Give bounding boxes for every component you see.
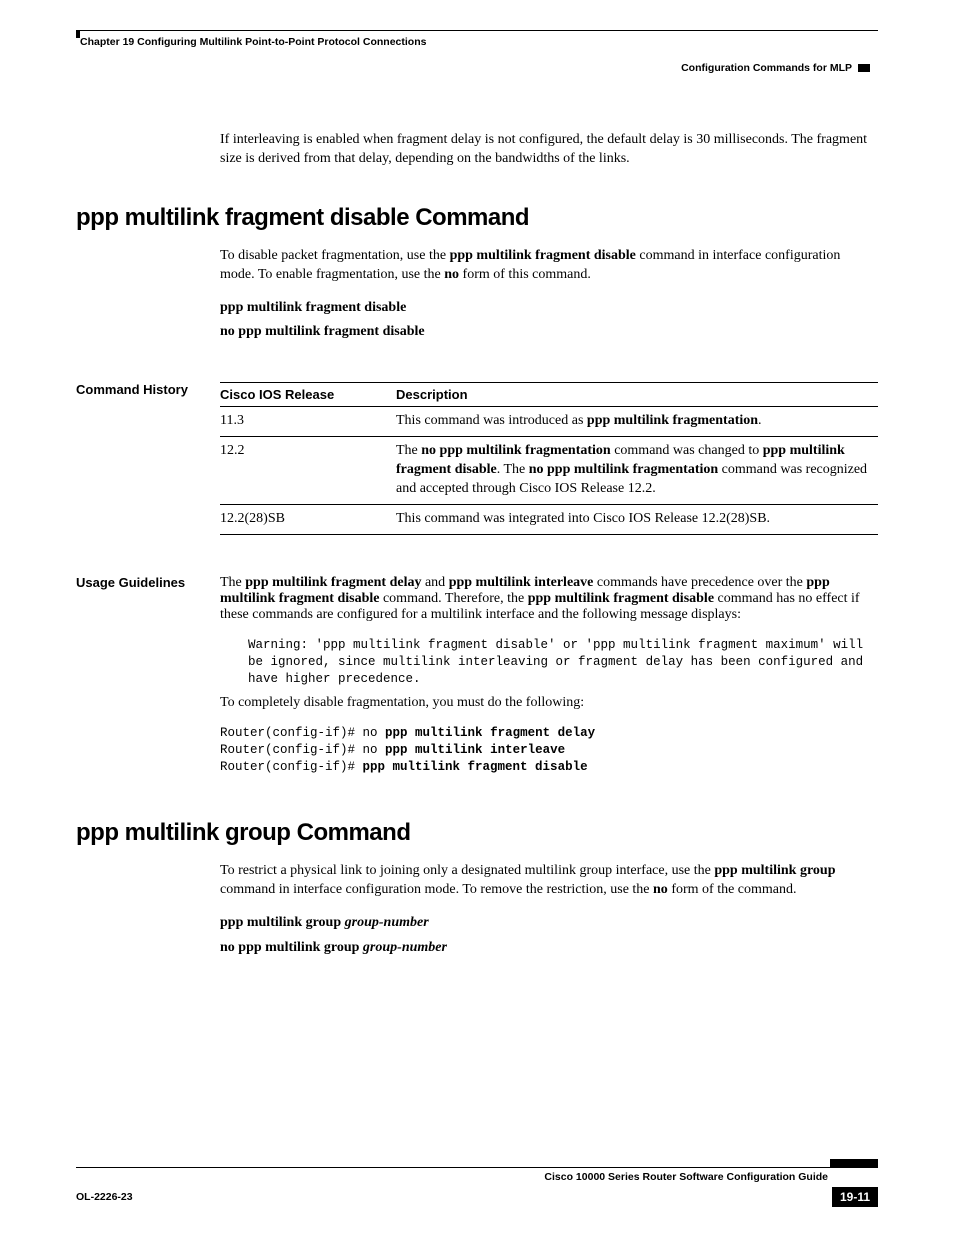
sec1-desc: To disable packet fragmentation, use the… (220, 247, 878, 285)
sec2-syntax-2: no ppp multilink group group-number (220, 939, 878, 958)
usage-p2: To completely disable fragmentation, you… (220, 695, 878, 711)
page-number: 19-11 (832, 1187, 878, 1207)
sec1-syntax-1: ppp multilink fragment disable (220, 299, 878, 318)
table-header-release: Cisco IOS Release (220, 383, 396, 407)
table-row: 11.3 This command was introduced as ppp … (220, 407, 878, 437)
usage-cli: Router(config-if)# no ppp multilink frag… (220, 725, 878, 776)
table-row: 12.2(28)SB This command was integrated i… (220, 504, 878, 534)
footer-doc-id: OL-2226-23 (76, 1191, 133, 1203)
footer-guide-title: Cisco 10000 Series Router Software Confi… (76, 1168, 878, 1183)
sec2-syntax-1: ppp multilink group group-number (220, 914, 878, 933)
header-section: Configuration Commands for MLP (681, 62, 852, 74)
section-heading-1: ppp multilink fragment disable Command (76, 204, 878, 232)
command-history-table: Cisco IOS Release Description 11.3 This … (220, 382, 878, 534)
sec2-desc: To restrict a physical link to joining o… (220, 862, 878, 900)
usage-warning: Warning: 'ppp multilink fragment disable… (248, 637, 878, 688)
header-chapter: Chapter 19 Configuring Multilink Point-t… (80, 36, 426, 48)
table-header-desc: Description (396, 383, 878, 407)
intro-paragraph: If interleaving is enabled when fragment… (220, 131, 878, 169)
table-row: 12.2 The no ppp multilink fragmentation … (220, 437, 878, 505)
sec1-syntax-2: no ppp multilink fragment disable (220, 323, 878, 342)
section-heading-2: ppp multilink group Command (76, 819, 878, 847)
label-usage-guidelines: Usage Guidelines (76, 575, 185, 590)
usage-p1: The ppp multilink fragment delay and ppp… (220, 575, 878, 623)
label-command-history: Command History (76, 382, 188, 397)
